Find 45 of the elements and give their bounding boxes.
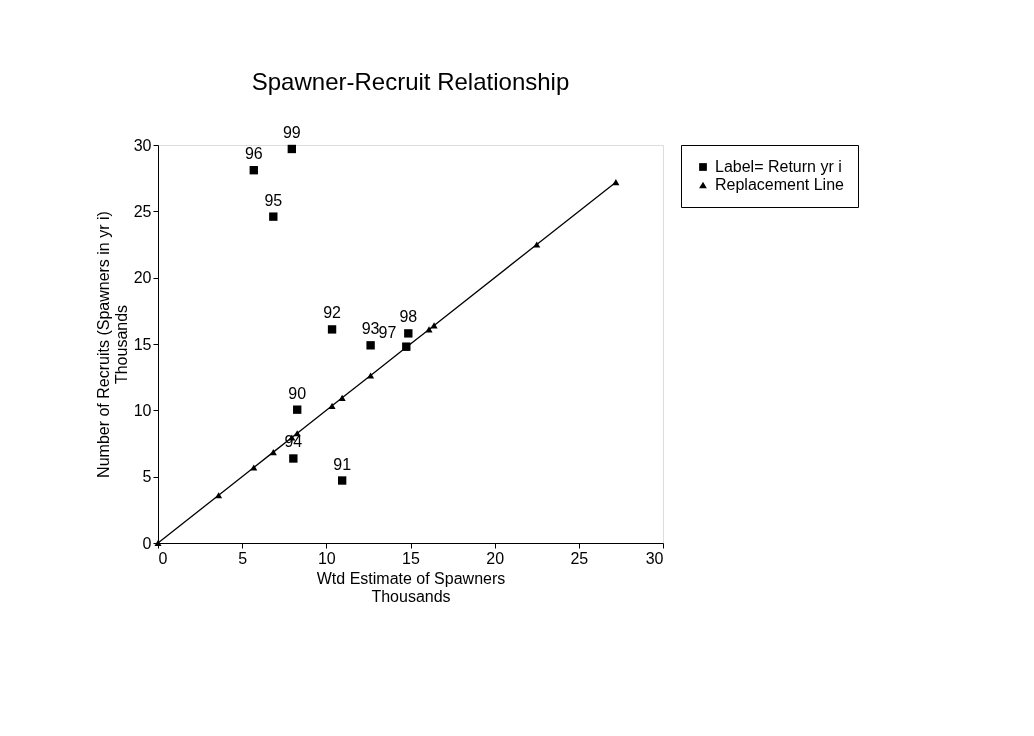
x-tick-label: 30 xyxy=(645,549,664,567)
legend-label: Label= Return yr i xyxy=(715,158,842,175)
y-tick-label: 5 xyxy=(142,468,152,486)
annotation: 97 xyxy=(378,323,397,341)
y-axis-title: Number of Recruits (Spawners in yr i) Thousands xyxy=(94,211,130,478)
chart-title: Spawner-Recruit Relationship xyxy=(251,67,570,95)
x-tick-label: 10 xyxy=(317,549,336,567)
point xyxy=(612,179,620,186)
x-tick-label: 25 xyxy=(570,549,589,567)
annotation: 95 xyxy=(264,191,283,209)
point xyxy=(338,394,346,401)
point xyxy=(269,449,277,456)
y-tick-label: 15 xyxy=(133,335,152,353)
y-tick-label: 0 xyxy=(142,534,152,552)
annotation: 99 xyxy=(282,123,301,141)
x-tick-label: 5 xyxy=(238,549,248,567)
point xyxy=(215,492,223,499)
y-tick-label: 10 xyxy=(133,401,152,419)
point xyxy=(249,166,258,175)
point xyxy=(367,372,375,379)
x-tick-label: 0 xyxy=(158,549,168,567)
annotation: 96 xyxy=(244,145,263,163)
annotation: 90 xyxy=(288,384,307,402)
point xyxy=(327,325,337,334)
point xyxy=(328,402,336,409)
y-tick-label: 25 xyxy=(133,202,152,220)
annotation: 98 xyxy=(399,308,418,326)
point xyxy=(289,454,298,463)
point xyxy=(269,212,278,221)
point xyxy=(293,405,302,414)
point xyxy=(287,144,297,154)
annotation: 93 xyxy=(361,320,380,338)
point xyxy=(366,341,375,350)
point xyxy=(533,241,541,248)
legend-label: Replacement Line xyxy=(715,176,845,193)
x-tick-label: 15 xyxy=(402,549,420,567)
annotation: 92 xyxy=(323,304,342,322)
y-tick-label: 30 xyxy=(133,136,152,154)
annotation: 91 xyxy=(333,455,352,473)
y-tick-label: 20 xyxy=(133,269,152,287)
x-tick-label: 20 xyxy=(486,549,505,567)
point xyxy=(250,464,258,471)
point xyxy=(337,476,347,485)
x-axis-title: Wtd Estimate of Spawners Thousands xyxy=(316,569,506,605)
point xyxy=(404,329,413,338)
